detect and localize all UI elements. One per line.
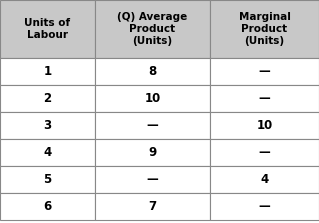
Bar [210,0,319,58]
Bar [0,139,95,166]
Text: —: — [147,173,158,186]
Text: 3: 3 [43,119,52,132]
Text: 2: 2 [43,92,52,105]
Bar [95,85,210,112]
Text: Marginal
Product
(Units): Marginal Product (Units) [239,12,290,46]
Text: 10: 10 [145,92,161,105]
Text: 9: 9 [148,146,157,159]
Text: 6: 6 [43,200,52,213]
Text: 8: 8 [148,65,157,78]
Bar [210,85,319,112]
Bar [0,166,95,193]
Text: 4: 4 [260,173,269,186]
Text: —: — [147,119,158,132]
Bar [210,193,319,220]
Text: 1: 1 [43,65,52,78]
Bar [95,112,210,139]
Bar [0,58,95,85]
Text: 4: 4 [43,146,52,159]
Text: —: — [259,200,271,213]
Bar [95,193,210,220]
Text: 5: 5 [43,173,52,186]
Bar [0,0,95,58]
Text: 7: 7 [148,200,157,213]
Bar [0,85,95,112]
Bar [95,139,210,166]
Text: —: — [259,146,271,159]
Text: (Q) Average
Product
(Units): (Q) Average Product (Units) [117,12,188,46]
Bar [0,193,95,220]
Text: 10: 10 [256,119,273,132]
Text: —: — [259,65,271,78]
Bar [95,0,210,58]
Bar [0,112,95,139]
Text: Units of
Labour: Units of Labour [25,18,70,40]
Bar [210,112,319,139]
Bar [95,58,210,85]
Bar [210,58,319,85]
Bar [95,166,210,193]
Bar [210,139,319,166]
Bar [210,166,319,193]
Text: —: — [259,92,271,105]
